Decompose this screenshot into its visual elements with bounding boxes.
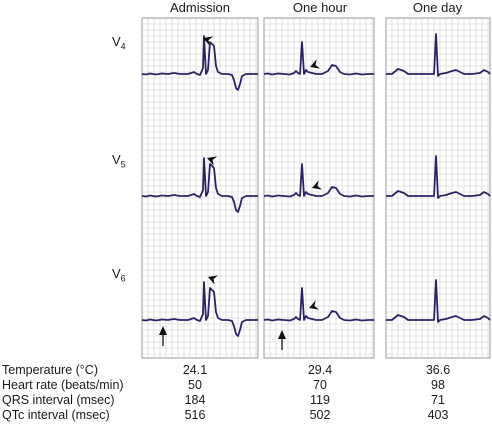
temperature-admission: 24.1 [182,363,208,377]
lead-label-v5: V5 [112,152,126,170]
column-title-one-day: One day [412,0,463,15]
row-label-heart-rate: Heart rate (beats/min) [2,378,124,392]
lead-label-v6: V6 [112,266,126,284]
grid-admission [141,17,259,359]
ecg-trace-v6-one-day [386,279,491,323]
qtc-one-hour: 502 [309,408,331,422]
heart-rate-admission: 50 [188,378,202,392]
arrowhead-one-hour-v5 [312,180,323,190]
ecg-trace-v5-one-hour [263,163,374,198]
up-arrow-admission-v6-head [159,326,167,335]
column-title-one-hour: One hour [292,0,348,15]
ecg-trace-v5-one-day [386,155,491,199]
ecg-trace-v6-one-hour [263,287,374,322]
qtc-one-day: 403 [427,408,449,422]
ecg-trace-v4-admission [141,35,258,91]
row-label-qrs: QRS interval (msec) [2,393,115,407]
arrowhead-admission-v6 [208,275,219,285]
ecg-trace-v6-admission [141,281,258,337]
grid-one-hour [263,17,375,359]
qrs-one-hour: 119 [310,393,330,407]
lead-label-v4: V4 [112,34,126,52]
arrowhead-one-hour-v4 [310,59,321,69]
qrs-one-day: 71 [431,393,445,407]
up-arrow-one-hour-v6-head [278,330,286,339]
temperature-one-hour: 29.4 [307,363,333,377]
arrowhead-admission-v4 [203,36,214,46]
heart-rate-one-hour: 70 [313,378,327,392]
ecg-trace-v5-admission [141,157,258,213]
column-title-admission: Admission [170,0,230,15]
temperature-one-day: 36.6 [425,363,451,377]
arrowhead-admission-v5 [207,156,218,166]
ecg-trace-v4-one-hour [263,41,374,76]
heart-rate-one-day: 98 [431,378,445,392]
qtc-admission: 516 [184,408,206,422]
row-label-qtc: QTc interval (msec) [2,408,110,422]
arrowhead-one-hour-v6 [309,300,320,310]
row-label-temperature: Temperature (°C) [2,363,98,377]
qrs-admission: 184 [184,393,206,407]
ecg-trace-v4-one-day [386,33,491,77]
